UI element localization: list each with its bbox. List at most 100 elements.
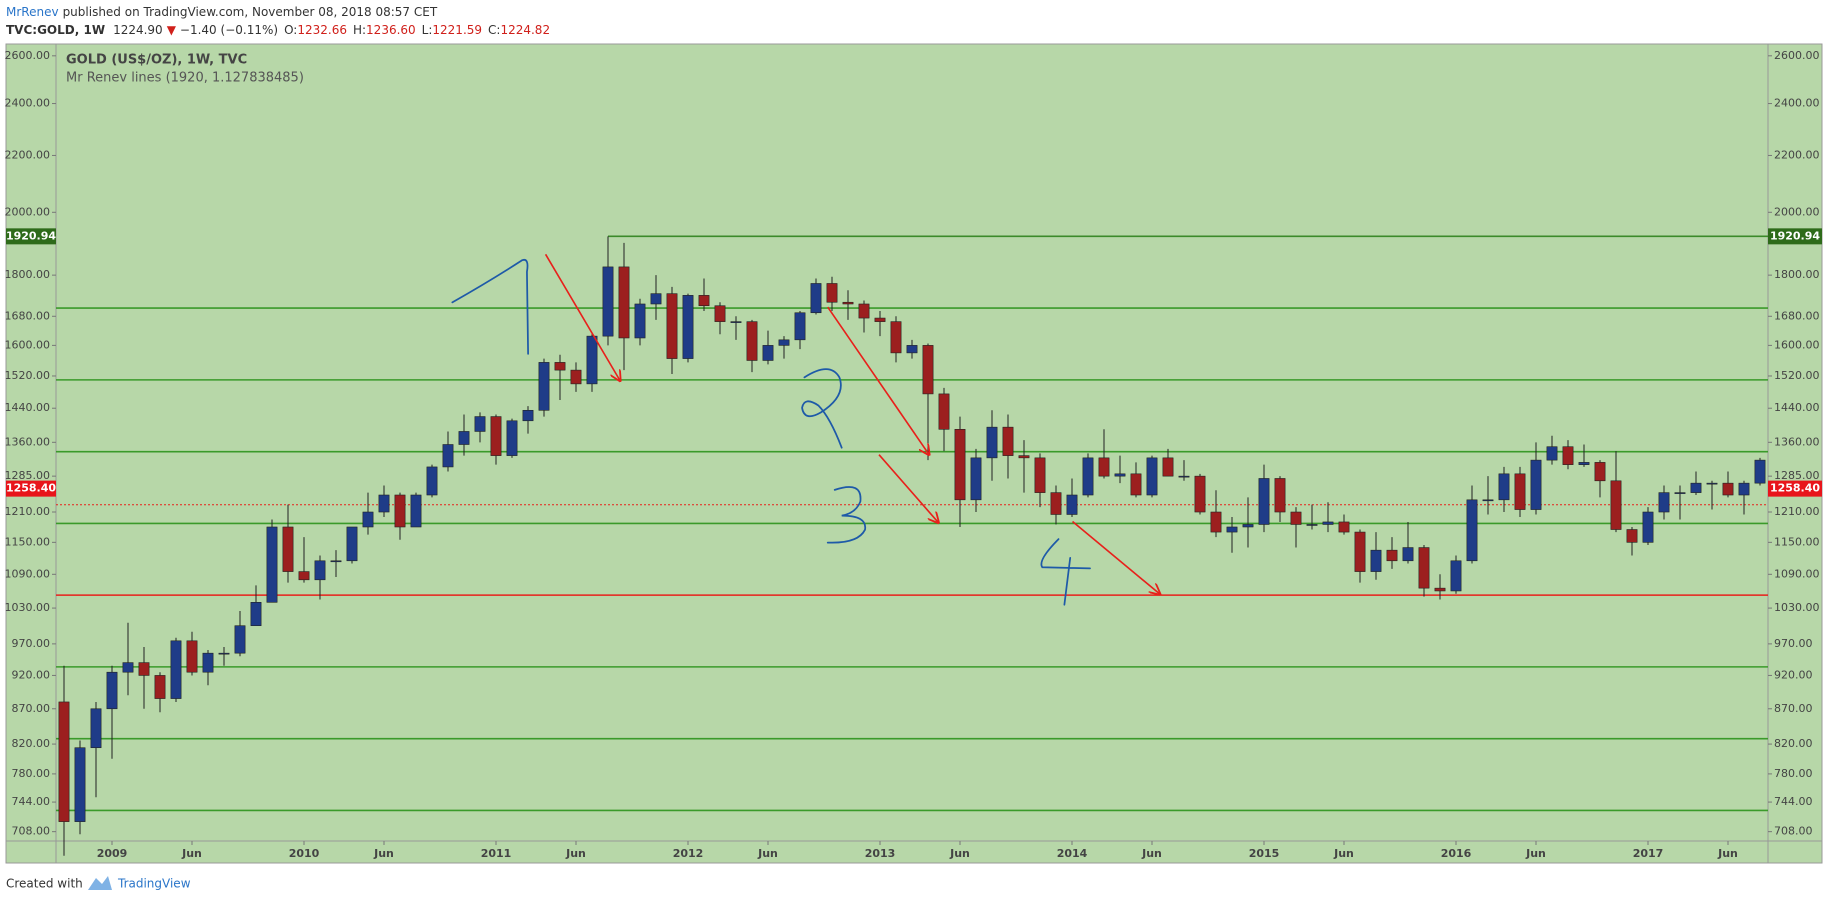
ohlc-label: L:: [422, 23, 433, 37]
candle-body: [1114, 473, 1126, 477]
candle-body: [106, 671, 118, 710]
candle-body: [1258, 478, 1270, 525]
y-tick-label: 780.00: [12, 767, 51, 780]
arrow: [878, 454, 938, 523]
candle-body: [1098, 457, 1110, 477]
candle-body: [666, 293, 678, 359]
x-tick-label: 2016: [1441, 847, 1472, 860]
x-tick-label: Jun: [949, 847, 970, 860]
candle-body: [986, 426, 998, 459]
candle-body: [1082, 457, 1094, 496]
annotations: [451, 253, 1160, 606]
candle-body: [1722, 482, 1734, 496]
candle-body: [698, 295, 710, 307]
candle-body: [1482, 499, 1494, 502]
x-tick-label: 2014: [1057, 847, 1088, 860]
candle-body: [858, 303, 870, 319]
candle-body: [1498, 473, 1510, 501]
candle-body: [378, 494, 390, 513]
candle-body: [1578, 462, 1590, 465]
candle-body: [762, 345, 774, 361]
x-tick-label: Jun: [1141, 847, 1162, 860]
candle-body: [890, 321, 902, 354]
candle-body: [314, 560, 326, 581]
y-tick-label: 1285.00: [1774, 469, 1820, 482]
chart-subtitle: Mr Renev lines (1920, 1.127838485): [66, 71, 304, 86]
ohlc-label: O:: [284, 23, 297, 37]
y-tick-label: 2200.00: [5, 148, 51, 161]
y-tick-label: 1090.00: [1774, 567, 1820, 580]
candle-body: [842, 301, 854, 305]
y-tick-label: 1520.00: [5, 369, 51, 382]
y-tick-label: 1360.00: [5, 435, 51, 448]
y-tick-label: 1285.00: [5, 469, 51, 482]
candle-body: [1066, 494, 1078, 515]
candle-body: [58, 701, 70, 822]
x-tick-label: 2012: [673, 847, 704, 860]
candle-body: [1306, 524, 1318, 526]
symbol: TVC:GOLD, 1W: [6, 23, 105, 37]
candle-body: [970, 457, 982, 501]
candle-body: [490, 416, 502, 456]
price-tag-label: 1258.40: [6, 482, 56, 495]
y-tick-label: 1360.00: [1774, 435, 1820, 448]
y-tick-label: 970.00: [12, 637, 51, 650]
y-tick-label: 1680.00: [1774, 309, 1820, 322]
author[interactable]: MrRenev: [6, 5, 59, 19]
y-tick-label: 920.00: [1774, 668, 1813, 681]
candle-body: [474, 416, 486, 432]
candle-body: [1594, 462, 1606, 482]
candle-body: [1450, 560, 1462, 592]
arrow: [544, 253, 621, 381]
candle-body: [1338, 521, 1350, 533]
candle-body: [554, 362, 566, 371]
y-tick-label: 2600.00: [5, 49, 51, 62]
y-tick-label: 1440.00: [5, 401, 51, 414]
candle-body: [794, 312, 806, 341]
candle-body: [394, 494, 406, 528]
candle-body: [1194, 475, 1206, 513]
price-tag: [6, 228, 56, 245]
x-tick-label: Jun: [565, 847, 586, 860]
ohlc-value: 1236.60: [366, 23, 416, 37]
candle-body: [778, 339, 790, 346]
candle-body: [298, 571, 310, 581]
candle-body: [1370, 549, 1382, 572]
candle-body: [730, 321, 742, 323]
chart-background: [5, 43, 1823, 864]
candle-body: [506, 420, 518, 456]
candle-body: [74, 747, 86, 822]
header-line-1: MrRenev published on TradingView.com, Nov…: [6, 5, 438, 19]
candle-body: [250, 602, 262, 627]
candle-body: [1690, 482, 1702, 493]
y-tick-label: 970.00: [1774, 637, 1813, 650]
candle-body: [138, 662, 150, 676]
y-tick-label: 2000.00: [5, 205, 51, 218]
y-tick-label: 780.00: [1774, 767, 1813, 780]
candle-body: [362, 511, 374, 528]
price-tag: [1768, 480, 1822, 497]
x-tick-label: Jun: [757, 847, 778, 860]
arrows: [544, 253, 1160, 594]
candle-body: [1530, 459, 1542, 510]
candle-body: [410, 494, 422, 528]
y-tick-label: 1090.00: [5, 567, 51, 580]
y-tick-label: 708.00: [12, 825, 51, 838]
candle-body: [1290, 511, 1302, 525]
y-tick-label: 2600.00: [1774, 49, 1820, 62]
price-tag: [1768, 228, 1822, 245]
candle-body: [1002, 426, 1014, 456]
x-tick-label: 2013: [865, 847, 896, 860]
candle-body: [522, 409, 534, 422]
hand-1: [451, 258, 529, 355]
candle-body: [1610, 480, 1622, 530]
footer-brand[interactable]: TradingView: [117, 877, 191, 891]
footer-created: Created with: [6, 877, 83, 891]
candle-body: [1402, 547, 1414, 562]
y-tick-label: 870.00: [12, 702, 51, 715]
x-tick-label: 2015: [1249, 847, 1280, 860]
chart-title: GOLD (US$/OZ), 1W, TVC: [66, 53, 247, 68]
candle-body: [538, 362, 550, 411]
x-tick-label: 2009: [97, 847, 128, 860]
